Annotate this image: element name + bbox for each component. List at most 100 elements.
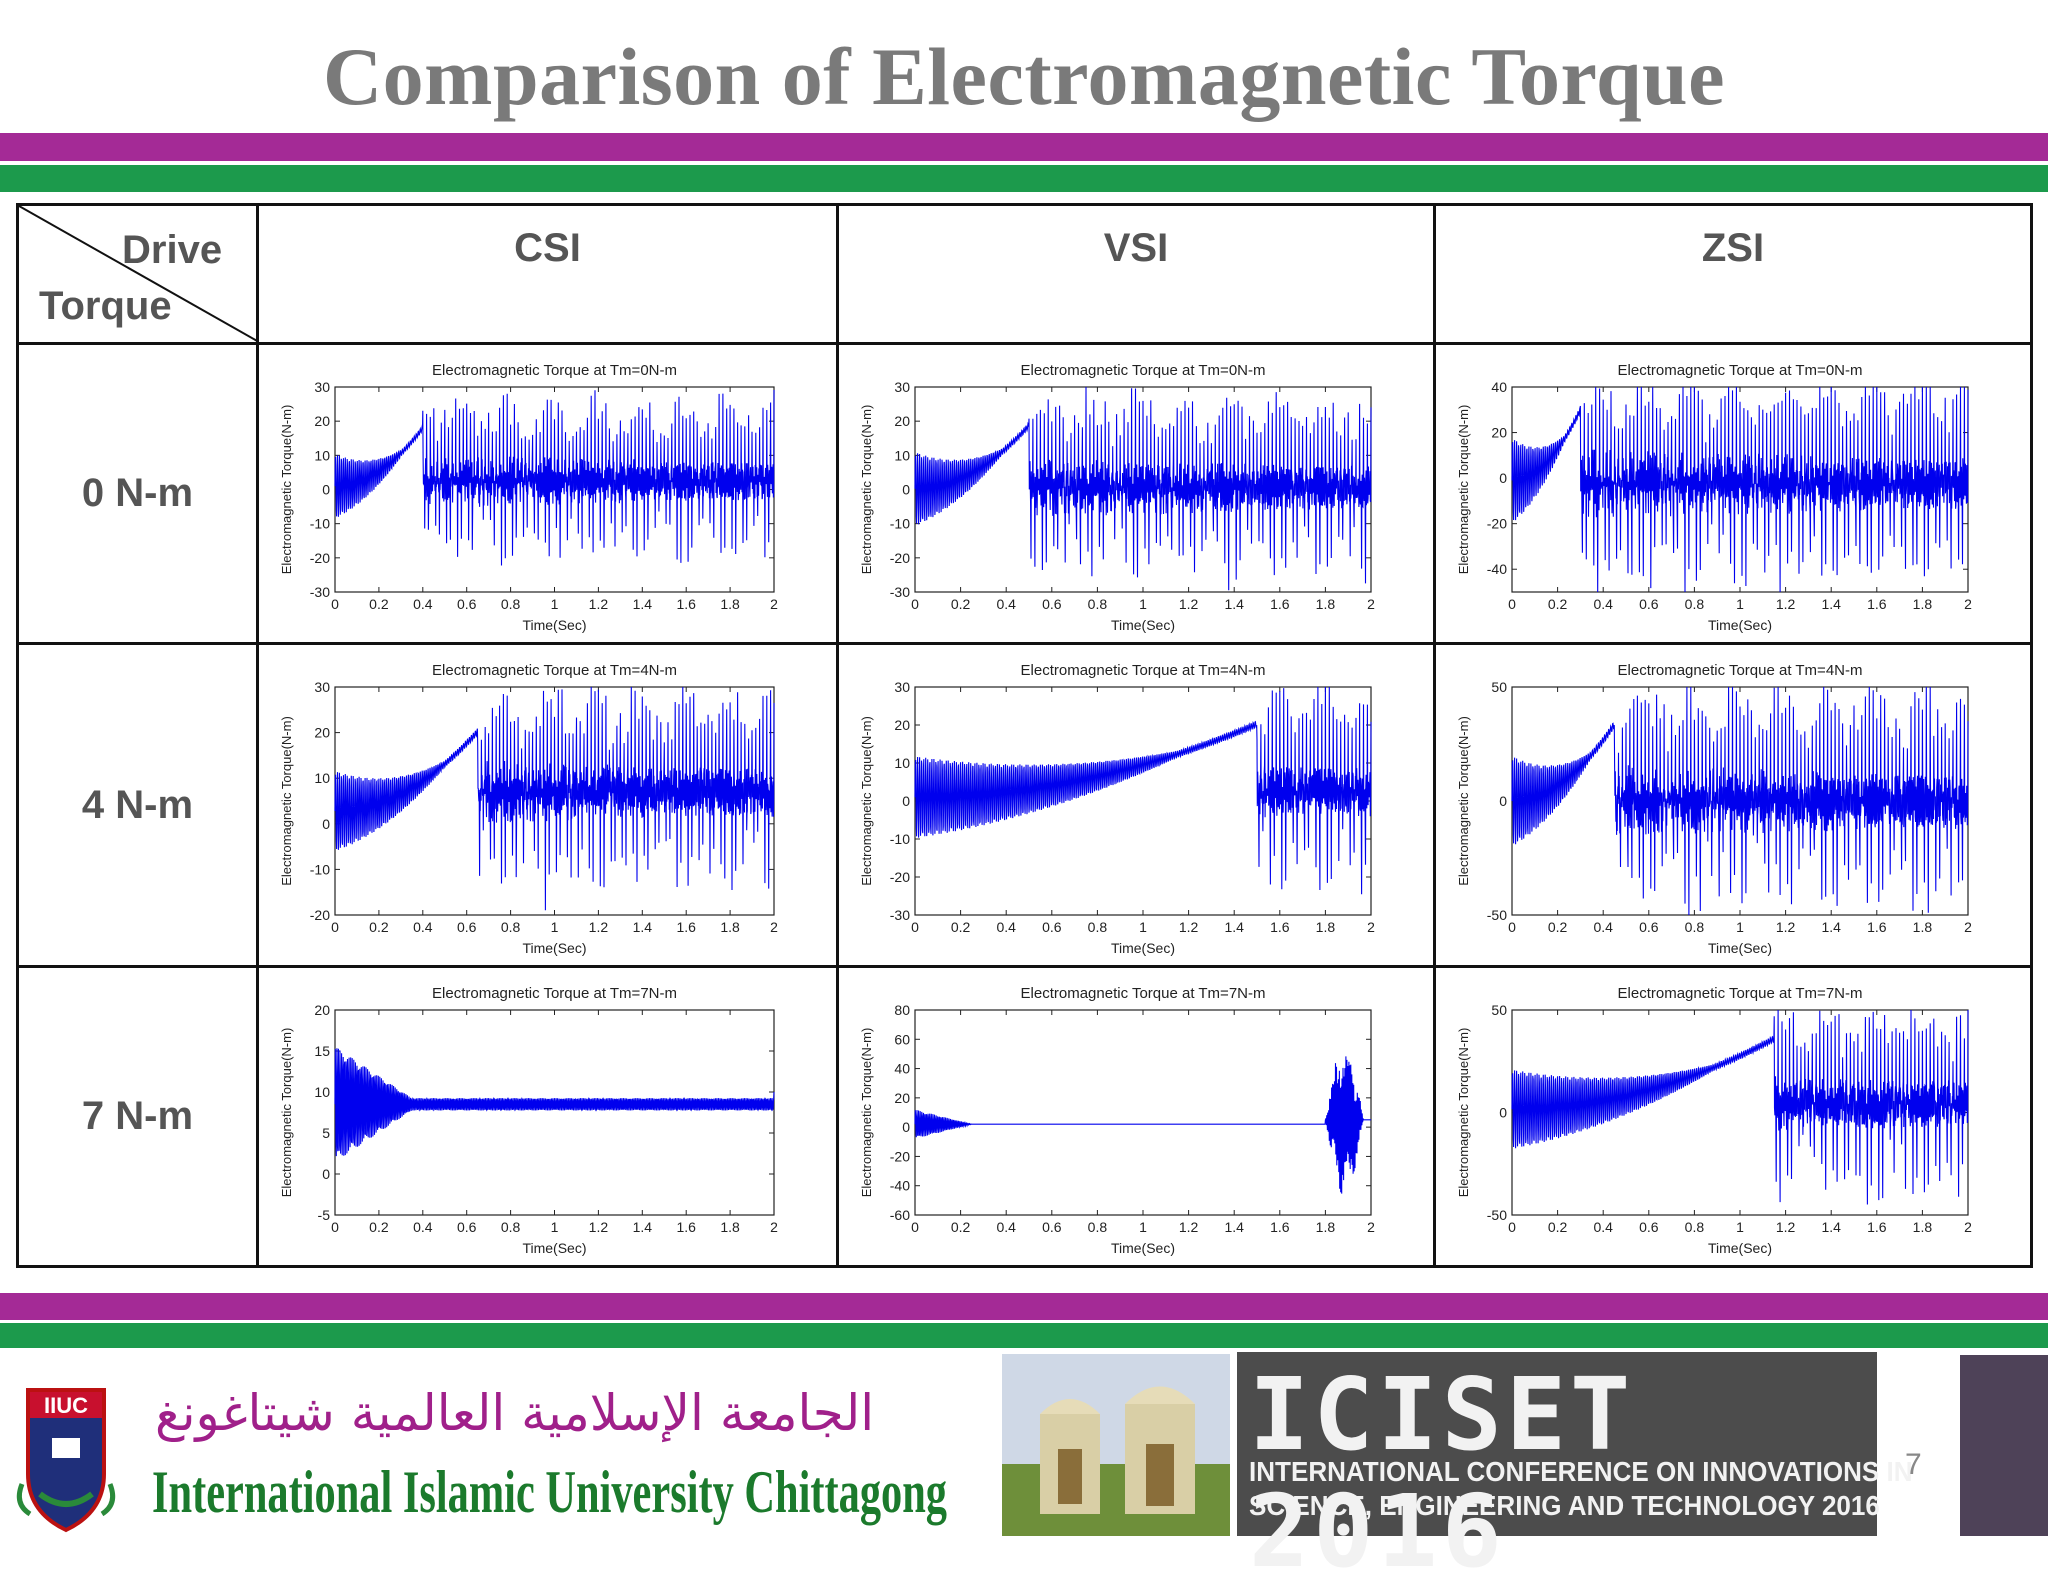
x-tick-label: 2 xyxy=(1964,919,1972,935)
x-tick-label: 0.6 xyxy=(1639,919,1659,935)
y-tick-label: 0 xyxy=(322,816,330,832)
corner-accent-box xyxy=(1960,1355,2048,1536)
x-tick-label: 0.4 xyxy=(996,596,1016,612)
torque-plot-zsi-7: Electromagnetic Torque at Tm=7N-m 0 0.2 0.4… xyxy=(1456,985,1972,1256)
y-tick-label: 0 xyxy=(1499,1105,1507,1121)
x-tick-label: 1 xyxy=(551,596,559,612)
y-tick-label: 50 xyxy=(1491,679,1507,695)
x-tick-label: 0.2 xyxy=(369,919,389,935)
top-green-band xyxy=(0,165,2048,192)
y-tick-label: 15 xyxy=(314,1043,330,1059)
x-tick-label: 0.4 xyxy=(1593,596,1613,612)
corner-drive-label: Drive xyxy=(122,228,223,272)
x-tick-label: 0.6 xyxy=(1042,919,1062,935)
university-logo-banner: IIUC الجامعة الإسلامية العالمية شيتاغونغ… xyxy=(16,1354,1230,1536)
x-tick-label: 0 xyxy=(331,919,339,935)
x-tick-label: 1.6 xyxy=(1867,596,1887,612)
x-axis-label: Time(Sec) xyxy=(522,940,586,956)
y-axis-label: Electromagnetic Torque(N-m) xyxy=(859,716,874,886)
y-tick-label: 60 xyxy=(894,1031,910,1047)
x-tick-label: 0.2 xyxy=(951,596,971,612)
chart-title: Electromagnetic Torque at Tm=0N-m xyxy=(432,362,677,379)
chart-title: Electromagnetic Torque at Tm=4N-m xyxy=(1618,662,1863,679)
x-tick-label: 1.4 xyxy=(1821,919,1841,935)
x-tick-label: 2 xyxy=(1367,919,1375,935)
y-tick-label: 40 xyxy=(894,1061,910,1077)
iiuc-shield-logo: IIUC xyxy=(16,1388,116,1533)
y-tick-label: 20 xyxy=(314,1002,330,1018)
x-tick-label: 1 xyxy=(551,919,559,935)
x-tick-label: 2 xyxy=(1367,596,1375,612)
x-tick-label: 1.2 xyxy=(1776,1219,1796,1235)
university-arabic-name: الجامعة الإسلامية العالمية شيتاغونغ xyxy=(155,1384,874,1443)
x-tick-label: 2 xyxy=(1964,596,1972,612)
torque-series-line xyxy=(334,1048,775,1157)
y-tick-label: 20 xyxy=(314,725,330,741)
chart-title: Electromagnetic Torque at Tm=0N-m xyxy=(1618,362,1863,379)
y-tick-label: -20 xyxy=(310,550,330,566)
x-tick-label: 1.4 xyxy=(633,919,653,935)
x-tick-label: 2 xyxy=(1367,1219,1375,1235)
torque-series-line xyxy=(914,386,1372,591)
x-tick-label: 1.2 xyxy=(1179,919,1199,935)
x-axis-label: Time(Sec) xyxy=(522,617,586,633)
x-tick-label: 1.8 xyxy=(1913,919,1933,935)
x-tick-label: 0 xyxy=(331,596,339,612)
y-tick-label: 10 xyxy=(894,755,910,771)
plot-cell: Electromagnetic Torque at Tm=7N-m 0 0.2 0.4… xyxy=(256,965,839,1268)
y-axis-label: Electromagnetic Torque(N-m) xyxy=(279,405,294,575)
y-tick-label: 0 xyxy=(1499,470,1507,486)
bottom-purple-band xyxy=(0,1293,2048,1320)
y-tick-label: 10 xyxy=(314,447,330,463)
y-tick-label: -20 xyxy=(1487,516,1507,532)
y-tick-label: -30 xyxy=(310,584,330,600)
x-tick-label: 1.6 xyxy=(1270,596,1290,612)
x-axis-label: Time(Sec) xyxy=(522,1240,586,1256)
x-tick-label: 0 xyxy=(911,919,919,935)
torque-series-line xyxy=(914,686,1372,895)
x-tick-label: 0.2 xyxy=(1548,596,1568,612)
x-tick-label: 1.4 xyxy=(1821,1219,1841,1235)
torque-plot-zsi-4: Electromagnetic Torque at Tm=4N-m 0 0.2 0.4… xyxy=(1456,662,1972,956)
plot-cell: Electromagnetic Torque at Tm=0N-m 0 0.2 0.4… xyxy=(1433,342,2033,645)
x-tick-label: 1.2 xyxy=(589,596,609,612)
y-tick-label: -20 xyxy=(310,907,330,923)
y-axis-label: Electromagnetic Torque(N-m) xyxy=(1456,1028,1471,1198)
y-tick-label: -10 xyxy=(310,516,330,532)
y-tick-label: -60 xyxy=(890,1207,910,1223)
plot-cell: Electromagnetic Torque at Tm=7N-m 0 0.2 0.4… xyxy=(1433,965,2033,1268)
x-axis-label: Time(Sec) xyxy=(1708,940,1772,956)
x-axis-label: Time(Sec) xyxy=(1111,940,1175,956)
x-tick-label: 0 xyxy=(1508,1219,1516,1235)
x-tick-label: 1 xyxy=(1139,919,1147,935)
row-label-0nm: 0 N-m xyxy=(16,342,259,645)
torque-plot-vsi-4: Electromagnetic Torque at Tm=4N-m 0 0.2 0.4… xyxy=(859,662,1375,956)
x-tick-label: 1.2 xyxy=(589,1219,609,1235)
torque-plot-csi-7: Electromagnetic Torque at Tm=7N-m 0 0.2 0.4… xyxy=(279,985,778,1256)
x-tick-label: 1 xyxy=(1736,919,1744,935)
torque-plot-vsi-0: Electromagnetic Torque at Tm=0N-m 0 0.2 0.4… xyxy=(859,362,1375,633)
x-axis-label: Time(Sec) xyxy=(1708,617,1772,633)
x-tick-label: 1.8 xyxy=(1316,919,1336,935)
x-tick-label: 0.8 xyxy=(1088,1219,1108,1235)
x-tick-label: 1.6 xyxy=(1270,1219,1290,1235)
torque-plot-zsi-0: Electromagnetic Torque at Tm=0N-m 0 0.2 0.4… xyxy=(1456,362,1972,633)
plot-frame xyxy=(334,1009,775,1216)
y-tick-label: 10 xyxy=(894,447,910,463)
x-tick-label: 0 xyxy=(911,1219,919,1235)
x-tick-label: 0.4 xyxy=(413,596,433,612)
chart-title: Electromagnetic Torque at Tm=4N-m xyxy=(432,662,677,679)
x-axis-label: Time(Sec) xyxy=(1111,1240,1175,1256)
conference-line-2: SCIENCE, ENGINEERING AND TECHNOLOGY 2016 xyxy=(1249,1490,1880,1521)
y-tick-label: -10 xyxy=(890,516,910,532)
y-tick-label: 0 xyxy=(322,482,330,498)
y-tick-label: -30 xyxy=(890,584,910,600)
column-header-csi: CSI xyxy=(256,203,839,345)
x-tick-label: 0.6 xyxy=(457,1219,477,1235)
plot-cell: Electromagnetic Torque at Tm=7N-m 0 0.2 0.4… xyxy=(836,965,1436,1268)
plot-frame xyxy=(914,1009,1372,1216)
x-tick-label: 2 xyxy=(770,1219,778,1235)
y-tick-label: -30 xyxy=(890,907,910,923)
x-tick-label: 1.8 xyxy=(1316,596,1336,612)
y-tick-label: 20 xyxy=(314,413,330,429)
